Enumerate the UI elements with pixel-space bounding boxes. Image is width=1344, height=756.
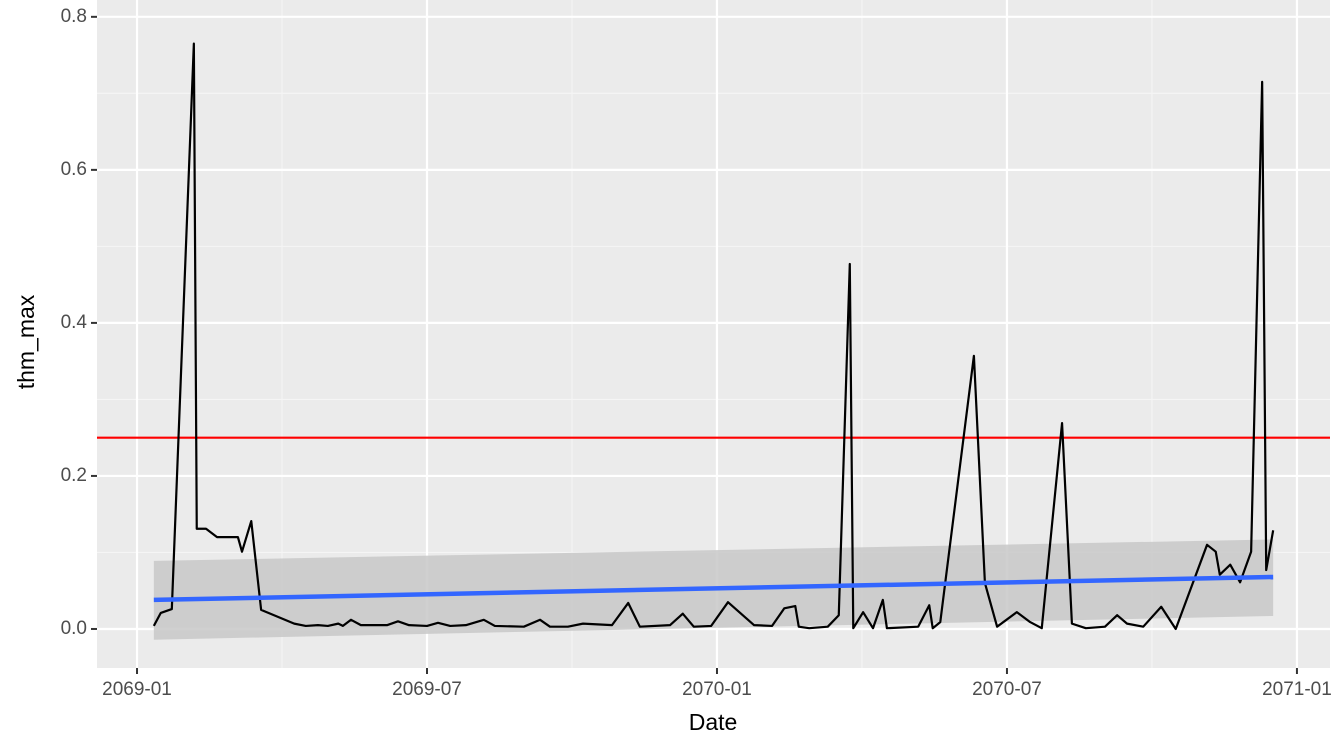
x-tick-label: 2070-07 [972,679,1042,700]
y-tick-label: 0.8 [61,6,87,27]
y-axis-title: thm_max [13,294,39,389]
x-tick-label: 2069-01 [102,679,172,700]
x-tick-label: 2069-07 [392,679,462,700]
y-tick-label: 0.4 [61,312,88,333]
y-tick-label: 0.0 [61,618,87,639]
x-tick-label: 2071-01 [1262,679,1332,700]
smooth-line [153,574,1274,603]
y-tick-label: 0.2 [61,465,87,486]
x-tick-label: 2070-01 [682,679,752,700]
x-axis-title: Date [689,709,738,735]
y-tick-label: 0.6 [61,159,87,180]
data-line [152,42,1275,631]
